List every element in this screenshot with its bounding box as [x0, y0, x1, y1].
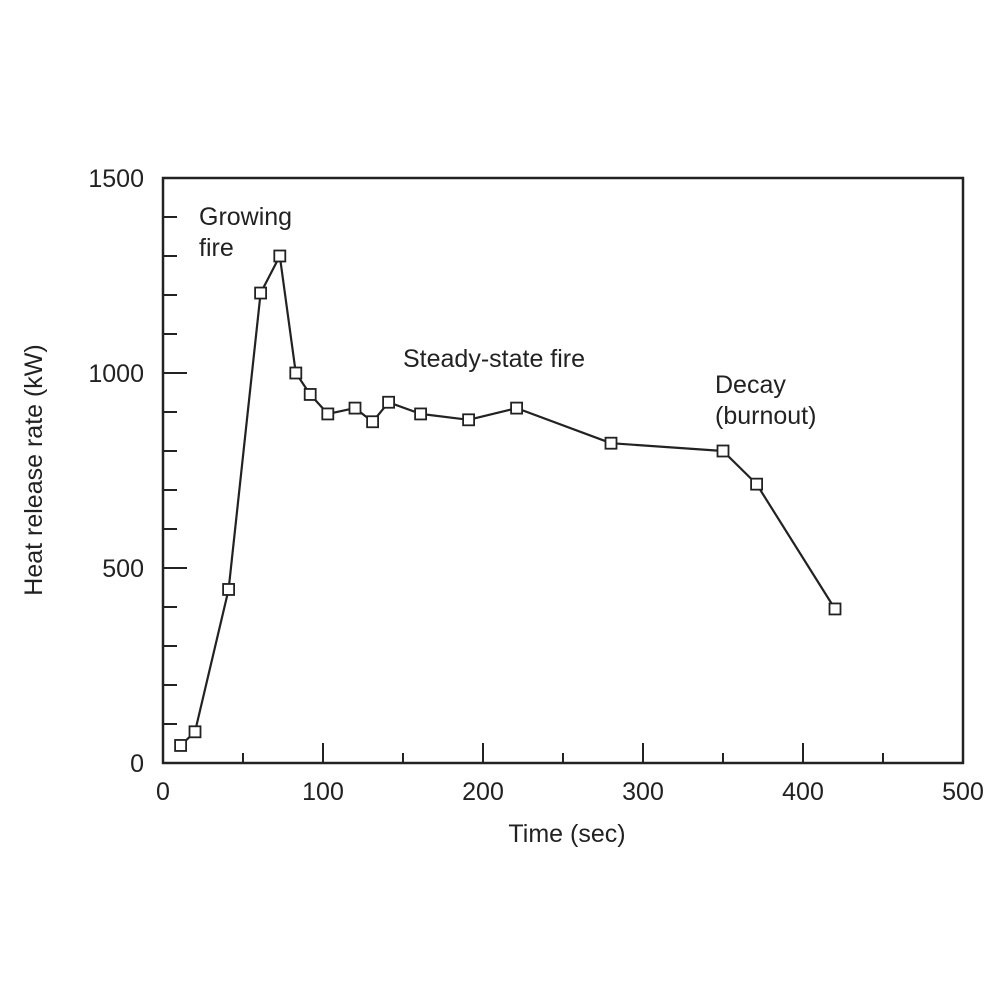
annotation-growing-line2: fire: [199, 234, 234, 262]
x-tick-labels: 0 100 200 300 400 500: [156, 778, 984, 806]
minor-ticks: [163, 216, 884, 763]
x-tick-label: 300: [622, 778, 664, 806]
data-point-marker: [750, 477, 763, 491]
data-point-marker: [414, 407, 428, 421]
y-axis-title: Heat release rate (kW): [20, 344, 48, 595]
data-point-marker: [382, 395, 396, 409]
x-tick-label: 100: [302, 778, 344, 806]
data-point-marker: [303, 388, 317, 401]
y-tick-labels: 0 500 1000 1500: [88, 165, 144, 778]
annotation-growing-line1: Growing: [199, 203, 292, 231]
y-tick-label: 1500: [88, 165, 144, 193]
data-point-marker: [222, 583, 236, 596]
annotation-decay-line2: (burnout): [715, 402, 816, 430]
y-tick-label: 1000: [88, 360, 144, 388]
y-tick-label: 0: [130, 750, 144, 778]
data-point-marker: [828, 602, 842, 616]
data-point-marker: [321, 407, 335, 421]
annotation-decay-line1: Decay: [715, 371, 786, 399]
data-point-marker: [348, 401, 362, 415]
x-axis-title: Time (sec): [508, 820, 625, 848]
x-tick-label: 400: [782, 778, 824, 806]
data-point-marker: [462, 413, 476, 427]
data-point-marker: [289, 366, 303, 380]
x-tick-label: 500: [942, 778, 984, 806]
series-line: [179, 254, 836, 747]
y-tick-label: 500: [102, 555, 144, 583]
annotation-steady: Steady-state fire: [403, 345, 585, 373]
plot-frame: [161, 176, 965, 765]
data-point-marker: [604, 436, 618, 450]
x-tick-label: 200: [462, 778, 504, 806]
data-point-marker: [510, 401, 524, 415]
data-point-marker: [273, 249, 287, 263]
data-point-marker: [254, 286, 268, 300]
series-group: [174, 249, 842, 752]
data-point-marker: [716, 444, 730, 458]
major-ticks: [162, 177, 964, 764]
data-point-marker: [366, 415, 380, 429]
x-tick-label: 0: [156, 778, 170, 806]
data-point-marker: [174, 739, 188, 752]
data-point-marker: [188, 725, 202, 739]
